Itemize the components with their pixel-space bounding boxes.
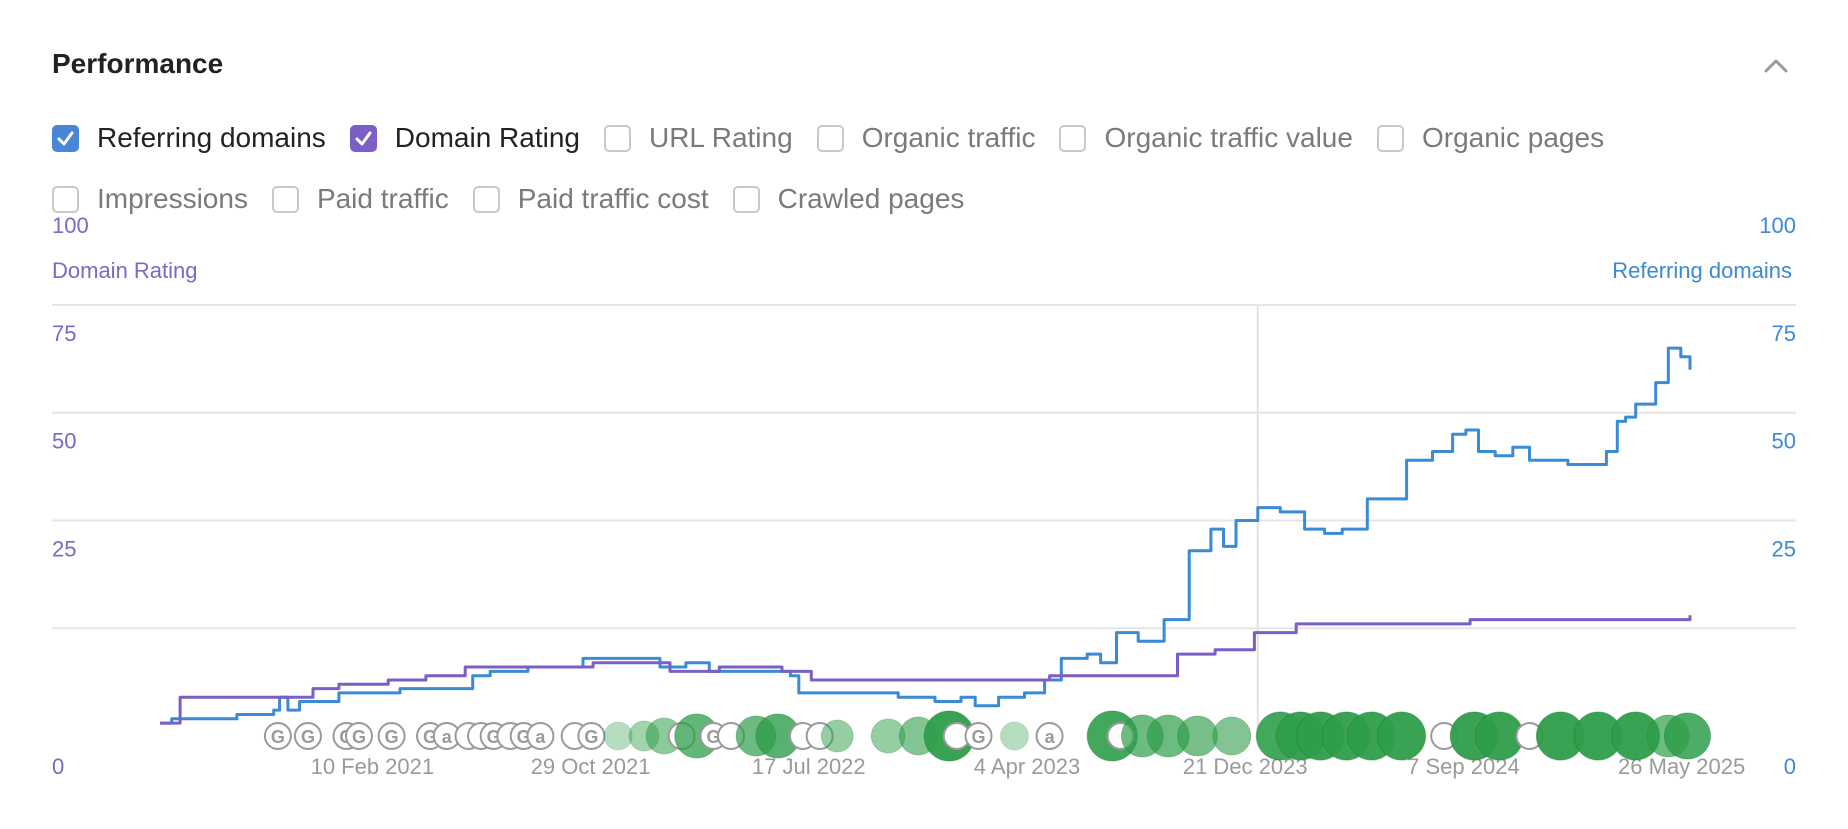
update-event-label: a <box>442 727 453 747</box>
update-event-marker <box>577 722 606 750</box>
right-tick-label: 0 <box>1784 754 1796 779</box>
metric-toggle-domain-rating[interactable]: Domain Rating <box>349 122 580 154</box>
update-event-label: G <box>972 727 986 747</box>
link-event-marker <box>1212 716 1252 756</box>
metric-toggle-label: Organic traffic value <box>1104 122 1353 153</box>
left-tick-label: 75 <box>52 321 76 346</box>
domain-rating-line <box>160 615 1692 725</box>
metric-toggles-row-1: Referring domains Domain Rating URL Rating… <box>52 122 1628 154</box>
update-event-label: G <box>271 727 285 747</box>
metric-toggle-label: URL Rating <box>648 122 793 153</box>
update-event-marker <box>263 722 292 750</box>
checkbox-empty-icon[interactable] <box>1059 124 1087 152</box>
update-event-label: G <box>584 727 598 747</box>
panel-title: Performance <box>52 48 224 79</box>
metric-toggle-paid-traffic-cost[interactable]: Paid traffic cost <box>472 183 709 215</box>
x-tick-label: 4 Apr 2023 <box>974 754 1080 779</box>
link-event-marker <box>820 719 854 753</box>
update-event-marker <box>293 722 322 750</box>
left-tick-label: 100 <box>52 213 89 238</box>
metric-toggle-organic-pages[interactable]: Organic pages <box>1376 122 1605 154</box>
update-event-label: G <box>352 727 366 747</box>
right-tick-label: 100 <box>1759 213 1796 238</box>
link-event-marker <box>1177 715 1219 757</box>
x-tick-label: 17 Jul 2022 <box>752 754 866 779</box>
metric-toggle-url-rating[interactable]: URL Rating <box>603 122 793 154</box>
update-event-label: G <box>385 727 399 747</box>
metric-toggle-referring-domains[interactable]: Referring domains <box>52 122 326 154</box>
update-event-label: G <box>301 727 315 747</box>
metric-toggle-label: Domain Rating <box>394 122 580 153</box>
left-axis-title: Domain Rating <box>52 258 198 283</box>
metric-toggle-label: Crawled pages <box>777 183 965 214</box>
metric-toggle-organic-traffic[interactable]: Organic traffic <box>816 122 1036 154</box>
metric-toggles-row-2: Impressions Paid traffic Paid traffic cost… <box>52 183 988 215</box>
metric-toggle-label: Impressions <box>97 183 248 214</box>
checkbox-empty-icon[interactable] <box>271 185 299 213</box>
x-tick-label: 29 Oct 2021 <box>531 754 651 779</box>
update-event-label: G <box>706 727 720 747</box>
update-event-marker <box>964 722 993 750</box>
metric-toggle-crawled-pages[interactable]: Crawled pages <box>732 183 965 215</box>
right-tick-label: 25 <box>1772 536 1796 561</box>
update-event-marker <box>377 722 406 750</box>
right-axis-title: Referring domains <box>1612 258 1792 283</box>
metric-toggle-label: Referring domains <box>97 122 326 153</box>
link-event-marker <box>603 721 633 751</box>
update-event-label: a <box>535 727 546 747</box>
x-tick-label: 10 Feb 2021 <box>311 754 435 779</box>
left-tick-label: 0 <box>52 754 64 779</box>
link-event-marker <box>1377 711 1427 761</box>
checkbox-empty-icon[interactable] <box>472 185 500 213</box>
metric-toggle-organic-traffic-value[interactable]: Organic traffic value <box>1059 122 1353 154</box>
metric-toggle-label: Paid traffic cost <box>517 183 709 214</box>
update-event-marker <box>1035 722 1064 750</box>
collapse-chevron-icon[interactable] <box>1758 48 1794 84</box>
referring-domains-line <box>160 346 1692 725</box>
checkbox-checked-icon[interactable] <box>52 124 79 152</box>
right-tick-label: 50 <box>1772 429 1796 454</box>
left-tick-label: 50 <box>52 429 76 454</box>
left-tick-label: 25 <box>52 536 76 561</box>
update-event-label: a <box>1045 727 1056 747</box>
metric-toggle-paid-traffic[interactable]: Paid traffic <box>271 183 449 215</box>
link-event-marker <box>1663 712 1711 760</box>
checkbox-empty-icon[interactable] <box>52 185 79 213</box>
checkbox-empty-icon[interactable] <box>603 124 631 152</box>
checkbox-empty-icon[interactable] <box>816 124 844 152</box>
metric-toggle-label: Paid traffic <box>316 183 449 214</box>
link-event-marker <box>999 721 1029 751</box>
metric-toggle-label: Organic pages <box>1421 122 1605 153</box>
checkbox-checked-icon[interactable] <box>349 124 377 152</box>
metric-toggle-impressions[interactable]: Impressions <box>52 183 248 215</box>
checkbox-empty-icon[interactable] <box>732 185 760 213</box>
update-event-marker <box>526 722 555 750</box>
right-tick-label: 75 <box>1772 321 1796 346</box>
metric-toggle-label: Organic traffic <box>861 122 1036 153</box>
checkbox-empty-icon[interactable] <box>1376 124 1404 152</box>
update-event-marker <box>344 722 373 750</box>
